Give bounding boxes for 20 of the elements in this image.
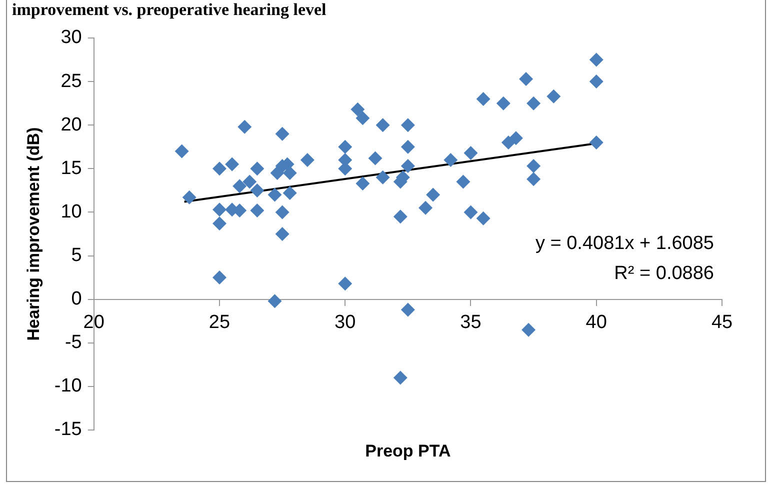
annotation: R² = 0.0886 [614,263,714,284]
x-tick-label: 45 [711,312,733,333]
y-tick-label: 10 [60,201,82,222]
y-axis-title: Hearing improvement (dB) [24,127,43,341]
y-tick-label: 30 [60,27,82,48]
x-tick-label: 30 [334,312,356,333]
x-axis-title: Preop PTA [365,442,451,461]
y-tick-label: 15 [60,158,82,179]
y-tick-label: 5 [71,245,82,266]
y-tick-label: -10 [54,376,82,397]
y-tick-label: 20 [60,114,82,136]
annotation: y = 0.4081x + 1.6085 [535,233,714,254]
x-tick-label: 35 [460,312,482,333]
y-tick-label: -5 [64,332,82,354]
x-tick-label: 25 [208,312,230,333]
x-tick-label: 40 [586,312,607,333]
y-tick-label: -15 [54,419,82,440]
y-tick-label: 0 [71,288,82,310]
y-tick-label: 25 [60,70,82,92]
chart-title: improvement vs. preoperative hearing level [12,0,327,19]
